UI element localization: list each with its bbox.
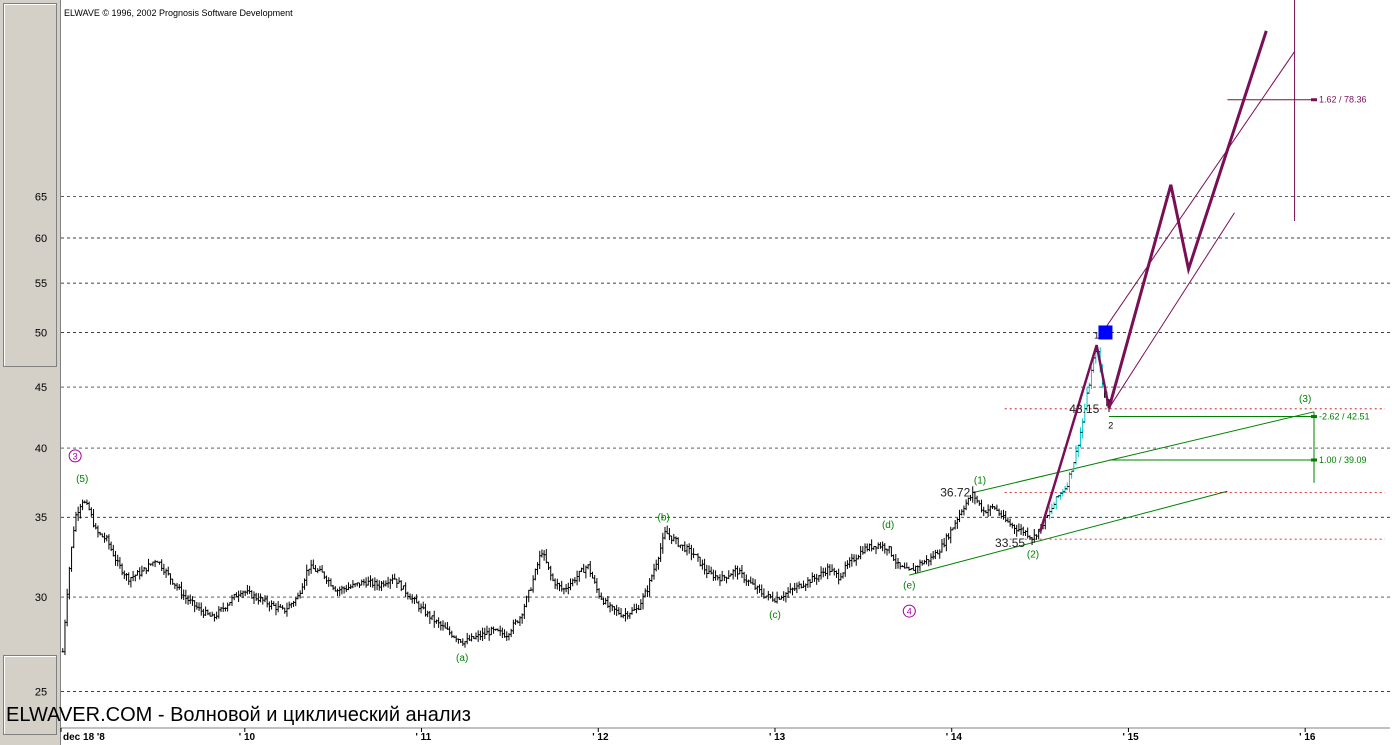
- y-tick-label-65: 65: [35, 192, 47, 204]
- price-label-1: 33.55: [995, 536, 1025, 550]
- x-tick-label-5: ' 14: [946, 732, 963, 743]
- y-tick-label-50: 50: [35, 327, 47, 339]
- wave-label-12: 2: [1108, 420, 1113, 430]
- y-tick-label-25: 25: [35, 687, 47, 699]
- x-tick-label-2: ' 11: [416, 732, 432, 743]
- wave-label-6: (e): [903, 581, 915, 592]
- wave-label-0: 3: [73, 451, 78, 461]
- time-axis: dec 18 '8 ' 10 ' 11 ' 12 ' 13 ' 14 ' 15 ' 16: [60, 727, 1390, 743]
- x-tick-label-3: ' 12: [592, 732, 609, 743]
- target-marker: [1098, 325, 1113, 340]
- y-tick-label-55: 55: [35, 278, 47, 290]
- wave-label-2: (a): [456, 653, 468, 664]
- wave-label-10: (3): [1299, 394, 1311, 405]
- y-tick-label-35: 35: [35, 512, 47, 524]
- fib-label-2: 1.00 / 39.09: [1319, 455, 1367, 465]
- price-tick-labels: 25 30 35 40 45 50 55 60 65: [35, 192, 47, 699]
- y-tick-label-40: 40: [35, 443, 47, 455]
- wave-label-7: 4: [907, 607, 912, 617]
- axis-scroll-upper[interactable]: [3, 3, 57, 367]
- green-channel-upper: [972, 411, 1315, 494]
- wave-label-8: (1): [974, 476, 986, 487]
- trend-channels: [909, 0, 1315, 576]
- watermark: ELWAVER.COM - Волновой и циклический ана…: [6, 704, 471, 726]
- fibonacci-levels: 1.62 / 78.36 -2.62 / 42.51 1.00 / 39.09: [1004, 95, 1385, 540]
- wave-label-11: 1: [1094, 331, 1099, 341]
- price-series: [61, 346, 1111, 656]
- y-tick-label-45: 45: [35, 382, 47, 394]
- projection-zigzag: [1107, 30, 1268, 409]
- green-channel-lower: [909, 490, 1228, 576]
- x-tick-label-7: ' 16: [1299, 732, 1316, 743]
- wave-label-4: (c): [769, 610, 781, 621]
- wave-label-3: (b): [658, 513, 670, 524]
- x-tick-label-4: ' 13: [769, 732, 786, 743]
- wave-circle-7: [902, 604, 916, 618]
- purple-channel-upper: [1103, 51, 1295, 331]
- wave-label-1: (5): [76, 474, 88, 485]
- x-tick-label-1: ' 10: [239, 732, 256, 743]
- purple-channel-lower: [1108, 212, 1235, 409]
- wave-label-5: (d): [882, 520, 894, 531]
- horizontal-grid: [61, 196, 1390, 692]
- app-title: ELWAVE © 1996, 2002 Prognosis Software D…: [64, 8, 293, 18]
- wave-label-9: (2): [1027, 550, 1039, 561]
- wave-projection: [1038, 30, 1268, 533]
- y-tick-label-60: 60: [35, 233, 47, 245]
- fib-label-0: 1.62 / 78.36: [1319, 95, 1367, 105]
- x-tick-label-6: ' 15: [1122, 732, 1139, 743]
- price-label-2: 43.15: [1069, 402, 1099, 416]
- price-axis-panel: [0, 0, 61, 745]
- wave-circle-0: [68, 449, 82, 463]
- price-label-0: 36.72: [940, 485, 970, 499]
- fib-marker-0: [1311, 98, 1318, 102]
- wave-labels: 3 (5) (a) (b) (c) (d) (e) 4 (1) (2) (3) 1 2 36.72 33.5…: [68, 331, 1311, 664]
- wave-1-2-overlay: [1038, 344, 1111, 533]
- y-tick-label-30: 30: [35, 592, 47, 604]
- x-tick-label-0: dec 18 '8: [63, 732, 105, 743]
- axis-scroll-lower[interactable]: [3, 655, 57, 735]
- fib-label-1: -2.62 / 42.51: [1319, 412, 1370, 422]
